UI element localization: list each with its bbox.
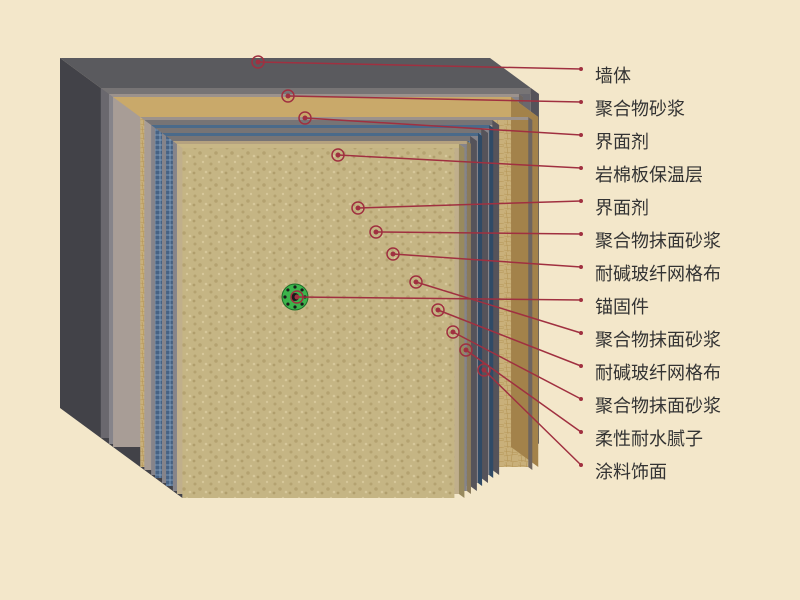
layer-label: 墙体 [595,58,721,91]
layer-label: 耐碱玻纤网格布 [595,256,721,289]
layer-label: 耐碱玻纤网格布 [595,355,721,388]
layer-label-text: 涂料饰面 [595,458,667,484]
layer-label: 界面剂 [595,190,721,223]
layer-label: 岩棉板保温层 [595,157,721,190]
layer-label-text: 界面剂 [595,194,649,220]
layer-label-text: 耐碱玻纤网格布 [595,260,721,286]
layer-label: 锚固件 [595,289,721,322]
layer-label-text: 聚合物抹面砂浆 [595,326,721,352]
layer-label-text: 岩棉板保温层 [595,161,703,187]
layer-label: 聚合物抹面砂浆 [595,388,721,421]
layer-label: 涂料饰面 [595,454,721,487]
layer-label: 柔性耐水腻子 [595,421,721,454]
layer-label-text: 柔性耐水腻子 [595,425,703,451]
layer-label: 聚合物抹面砂浆 [595,322,721,355]
layer-label: 界面剂 [595,124,721,157]
layer-label-text: 界面剂 [595,128,649,154]
layer-label-text: 锚固件 [595,293,649,319]
layer-label-text: 聚合物抹面砂浆 [595,392,721,418]
layer-label-text: 墙体 [595,62,631,88]
layer-label-text: 耐碱玻纤网格布 [595,359,721,385]
layer-label: 聚合物抹面砂浆 [595,223,721,256]
layer-label: 聚合物砂浆 [595,91,721,124]
layer-label-text: 聚合物抹面砂浆 [595,227,721,253]
labels-column: 墙体聚合物砂浆界面剂岩棉板保温层界面剂聚合物抹面砂浆耐碱玻纤网格布锚固件聚合物抹… [595,58,721,487]
layer-label-text: 聚合物砂浆 [595,95,685,121]
